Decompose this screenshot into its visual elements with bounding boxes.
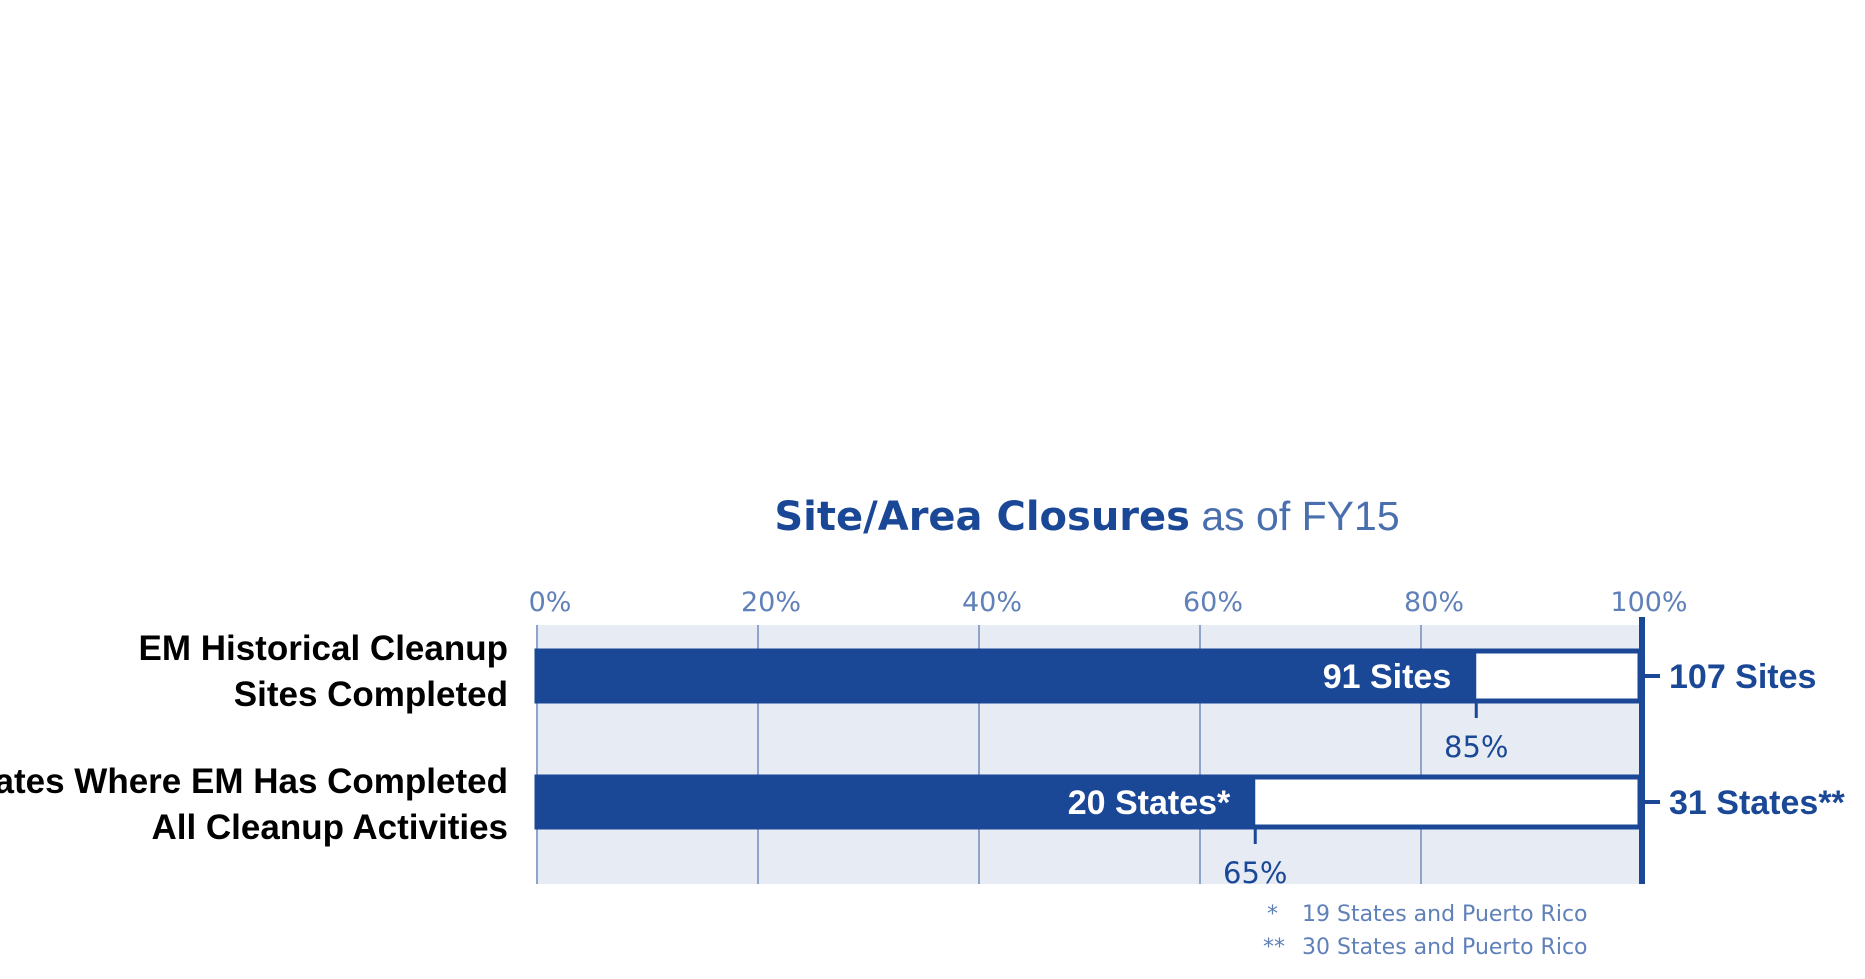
bar-total-label: 107 Sites — [1669, 658, 1816, 696]
bar-percent-label: 85% — [1444, 730, 1508, 764]
x-tick-label: 40% — [962, 587, 1022, 618]
x-axis-tick-labels: 0% 20% 40% 60% 80% 100% — [529, 587, 1688, 618]
bar-percent-label: 65% — [1223, 856, 1287, 890]
x-tick-label: 0% — [529, 587, 572, 618]
chart-title: Site/Area Closures as of FY15 — [774, 493, 1399, 540]
footnotes: * 19 States and Puerto Rico ** 30 States an… — [1263, 902, 1588, 960]
footnote-text: 30 States and Puerto Rico — [1302, 935, 1588, 960]
chart-title-bold: Site/Area Closures — [774, 494, 1190, 540]
category-label: EM Historical Cleanup — [138, 629, 508, 668]
category-label: All Cleanup Activities — [151, 808, 508, 847]
bar-total-label: 31 States** — [1669, 784, 1846, 822]
x-tick-label: 60% — [1183, 587, 1243, 618]
category-label: Sites Completed — [234, 675, 508, 714]
x-tick-label: 20% — [741, 587, 801, 618]
category-label: States Where EM Has Completed — [0, 762, 508, 801]
footnote-text: 19 States and Puerto Rico — [1302, 902, 1588, 927]
x-tick-label: 80% — [1404, 587, 1464, 618]
footnote-marker: * — [1267, 902, 1278, 927]
chart-title-rest: as of FY15 — [1190, 493, 1400, 539]
x-tick-label: 100% — [1610, 587, 1687, 618]
bar-completed-label: 91 Sites — [1323, 658, 1452, 696]
bar-completed-label: 20 States* — [1068, 784, 1231, 822]
category-labels: EM Historical Cleanup Sites Completed Stat… — [0, 629, 508, 847]
footnote-marker: ** — [1263, 935, 1285, 960]
